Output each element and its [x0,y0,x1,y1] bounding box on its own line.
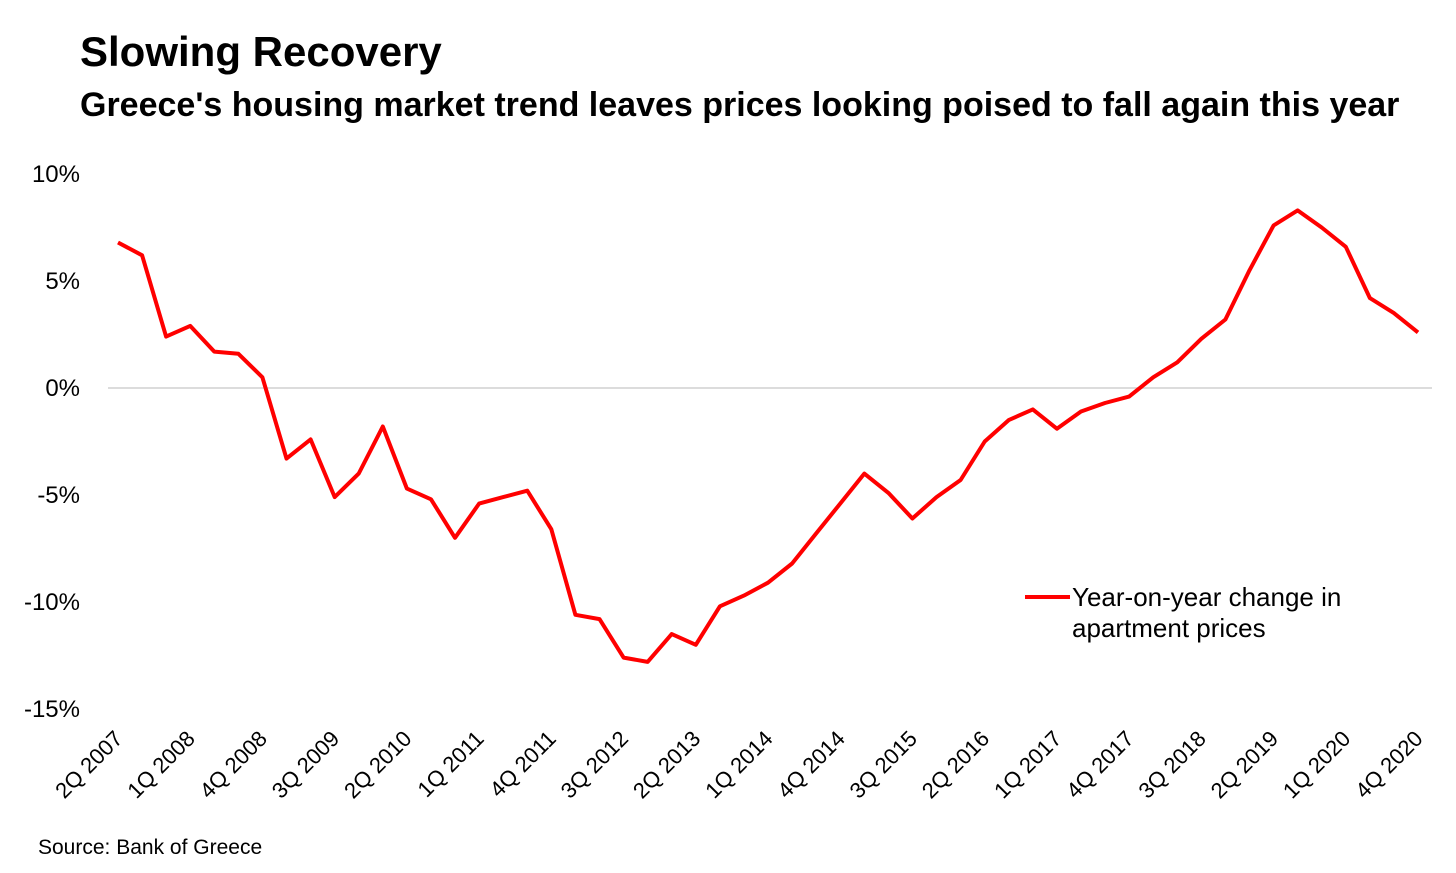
x-tick-label: 3Q 2012 [556,726,633,803]
x-tick-label: 4Q 2020 [1350,726,1427,803]
y-tick-label: -10% [24,589,80,616]
chart-title: Slowing Recovery [80,28,442,75]
x-tick-label: 1Q 2014 [700,726,777,803]
chart-subtitle: Greece's housing market trend leaves pri… [80,86,1400,124]
x-tick-label: 4Q 2008 [195,726,272,803]
x-tick-label: 1Q 2020 [1278,726,1355,803]
y-tick-label: 5% [45,268,80,295]
x-tick-label: 4Q 2014 [772,726,849,803]
x-tick-label: 2Q 2007 [50,726,127,803]
y-tick-label: 10% [32,161,80,188]
y-axis: 10% 5% 0% -5% -10% -15% [24,161,80,723]
y-tick-label: 0% [45,375,80,402]
x-tick-label: 4Q 2011 [485,726,561,802]
legend-label-line-2: apartment prices [1072,613,1266,643]
x-tick-label: 3Q 2009 [267,726,344,803]
legend: Year-on-year change in apartment prices [1025,582,1341,643]
x-tick-label: 1Q 2011 [412,726,488,802]
source-note: Source: Bank of Greece [38,836,263,859]
x-tick-label: 2Q 2010 [339,726,416,803]
y-tick-label: -5% [37,482,80,509]
x-tick-label: 1Q 2017 [989,726,1066,803]
legend-label-line-1: Year-on-year change in [1072,582,1341,612]
y-tick-label: -15% [24,696,80,723]
x-tick-label: 3Q 2015 [845,726,922,803]
x-tick-label: 2Q 2016 [917,726,994,803]
x-tick-label: 3Q 2018 [1134,726,1211,803]
x-tick-label: 1Q 2008 [122,726,199,803]
x-tick-label: 4Q 2017 [1061,726,1138,803]
x-tick-label: 2Q 2019 [1206,726,1283,803]
series-line-apartment-prices [117,208,1420,664]
x-tick-label: 2Q 2013 [628,726,705,803]
